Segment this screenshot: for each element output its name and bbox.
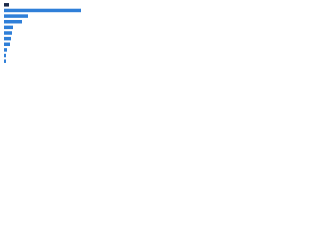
bar	[4, 42, 10, 47]
bar	[4, 48, 7, 52]
bar	[4, 31, 12, 35]
bar	[4, 36, 11, 41]
bar	[4, 14, 28, 18]
bar	[4, 53, 6, 58]
chart	[4, 3, 81, 63]
bar	[4, 25, 13, 30]
bar	[4, 59, 6, 63]
bar	[4, 3, 9, 7]
bar	[4, 8, 81, 13]
bar	[4, 19, 22, 24]
